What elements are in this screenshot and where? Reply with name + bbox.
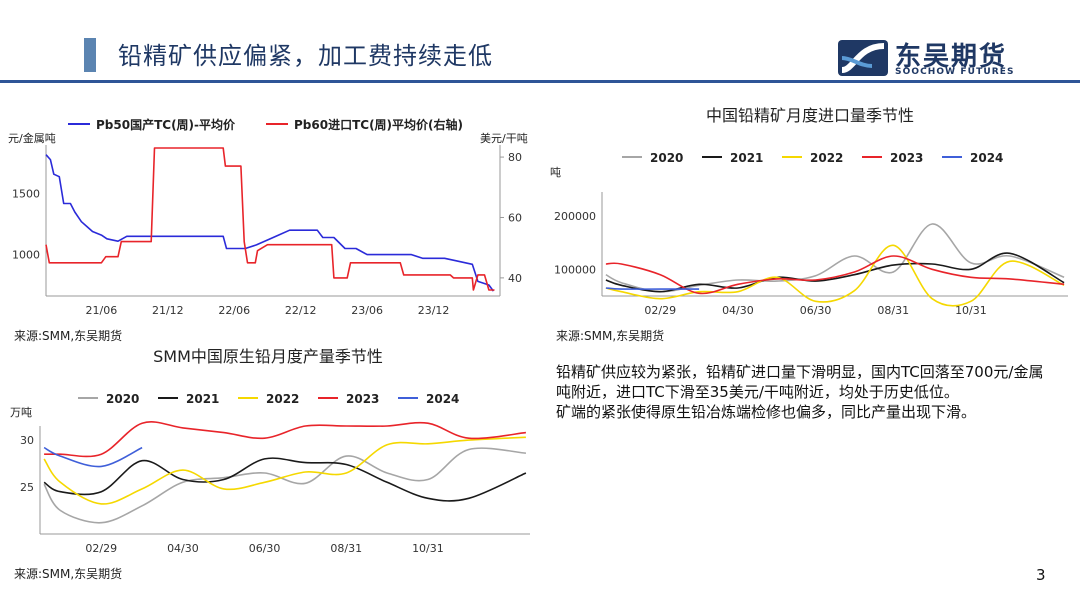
y-left-axis-label: 元/金属吨 xyxy=(8,131,56,145)
series-line-2021 xyxy=(43,457,527,502)
output-seasonal-chart: SMM中国原生铅月度产量季节性 2020 2021 2022 2023 2024 万吨 25 3… xyxy=(10,347,530,555)
import-seasonal-chart: 中国铅精矿月度进口量季节性 2020 2021 2022 2023 2024 吨 100000… xyxy=(550,106,1068,317)
page-number: 3 xyxy=(1036,566,1046,584)
y-right-tick-label: 80 xyxy=(508,151,522,164)
x-tick-label: 10/31 xyxy=(412,542,444,555)
x-tick-label: 06/30 xyxy=(800,304,832,317)
series-line-1 xyxy=(45,147,495,291)
y-right-axis-label: 美元/干吨 xyxy=(480,132,528,145)
y-right-tick-label: 60 xyxy=(508,211,522,224)
logo-chinese-name: 东吴期货 xyxy=(895,42,1008,72)
commentary-paragraph-2: 矿端的紧张使得原生铅冶炼端检修也偏多，同比产量出现下滑。 xyxy=(556,403,977,421)
y-axis-label: 吨 xyxy=(550,166,561,179)
x-tick-label: 21/12 xyxy=(152,304,184,317)
y-tick-label: 200000 xyxy=(554,210,596,223)
y-tick-label: 30 xyxy=(20,434,34,447)
series-line-2024 xyxy=(605,287,700,290)
legend-label-2020: 2020 xyxy=(650,151,683,165)
x-tick-label: 04/30 xyxy=(167,542,199,555)
slide-title: 铅精矿供应偏紧，加工费持续走低 xyxy=(118,42,493,70)
series-line-2023 xyxy=(44,421,526,458)
logo-emblem-icon xyxy=(838,40,888,76)
commentary: 铅精矿供应较为紧张，铅精矿进口量下滑明显，国内TC回落至700元/金属吨附近，进… xyxy=(556,362,1056,422)
legend-label-0: Pb50国产TC(周)-平均价 xyxy=(96,117,236,132)
legend-label-2022: 2022 xyxy=(810,151,843,165)
series-line-2023 xyxy=(605,255,1065,295)
logo-english-name: SOOCHOW FUTURES xyxy=(895,67,1015,77)
x-tick-label: 08/31 xyxy=(877,304,909,317)
chart2-source: 来源:SMM,东吴期货 xyxy=(556,329,665,343)
y-tick-label: 25 xyxy=(20,481,34,494)
series-line-2020 xyxy=(43,447,526,524)
x-tick-label: 10/31 xyxy=(955,304,987,317)
series-line-0 xyxy=(45,154,495,292)
series-line-2022 xyxy=(43,436,526,505)
header-divider xyxy=(0,80,1080,83)
legend-label-2023: 2023 xyxy=(346,392,379,406)
series-line-2024 xyxy=(43,446,143,468)
chart3-source: 来源:SMM,东吴期货 xyxy=(14,567,123,581)
legend-label-2021: 2021 xyxy=(730,151,763,165)
y-left-tick-label: 1500 xyxy=(12,188,40,201)
x-tick-label: 22/12 xyxy=(285,304,317,317)
series-line-2021 xyxy=(605,252,1065,293)
chart-title: SMM中国原生铅月度产量季节性 xyxy=(153,347,383,366)
x-tick-label: 08/31 xyxy=(330,542,362,555)
tc-price-chart: Pb50国产TC(周)-平均价 Pb60进口TC(周)平均价(右轴) 元/金属吨 美元… xyxy=(8,117,528,317)
series-line-2022 xyxy=(605,244,1065,307)
legend-label-2021: 2021 xyxy=(186,392,219,406)
y-axis-label: 万吨 xyxy=(10,406,32,419)
legend-label-2023: 2023 xyxy=(890,151,923,165)
legend-label-2024: 2024 xyxy=(970,151,1003,165)
title-accent-bar xyxy=(84,38,96,72)
commentary-paragraph-1: 铅精矿供应较为紧张，铅精矿进口量下滑明显，国内TC回落至700元/金属吨附近，进… xyxy=(556,363,1044,401)
legend-label-2024: 2024 xyxy=(426,392,459,406)
chart-title: 中国铅精矿月度进口量季节性 xyxy=(706,106,914,125)
legend-label-1: Pb60进口TC(周)平均价(右轴) xyxy=(294,117,463,132)
y-right-tick-label: 40 xyxy=(508,272,522,285)
y-left-tick-label: 1000 xyxy=(12,249,40,262)
x-tick-label: 23/06 xyxy=(351,304,383,317)
chart1-source: 来源:SMM,东吴期货 xyxy=(14,329,123,343)
company-logo-icon xyxy=(838,40,888,76)
x-tick-label: 04/30 xyxy=(722,304,754,317)
x-tick-label: 02/29 xyxy=(85,542,117,555)
x-tick-label: 23/12 xyxy=(418,304,450,317)
x-tick-label: 22/06 xyxy=(218,304,250,317)
legend-label-2022: 2022 xyxy=(266,392,299,406)
x-tick-label: 06/30 xyxy=(249,542,281,555)
x-tick-label: 21/06 xyxy=(86,304,118,317)
legend-label-2020: 2020 xyxy=(106,392,139,406)
y-tick-label: 100000 xyxy=(554,263,596,276)
x-tick-label: 02/29 xyxy=(644,304,676,317)
